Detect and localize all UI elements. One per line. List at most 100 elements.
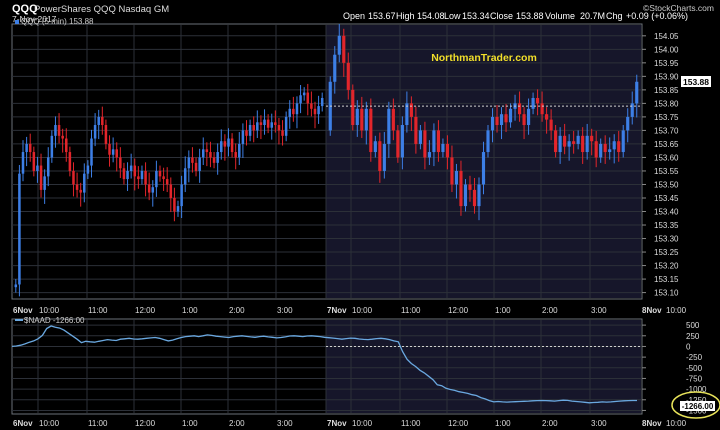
candle-body xyxy=(333,54,337,82)
candle-body xyxy=(205,149,209,153)
price-tick-label: 153.55 xyxy=(654,167,679,176)
candle-body xyxy=(252,125,255,131)
naad-last-value: -1266.00 xyxy=(682,402,714,411)
price-tick-label: 153.50 xyxy=(654,180,679,189)
candle-body xyxy=(57,125,61,136)
candle-body xyxy=(165,179,169,185)
candle-body xyxy=(133,165,137,177)
candle-body xyxy=(320,97,324,107)
time-tick-label: 8Nov xyxy=(642,306,662,315)
time-tick-label: 10:00 xyxy=(39,306,60,315)
chg-label: Chg xyxy=(606,11,623,21)
candle-body xyxy=(450,157,454,185)
northmantrader-watermark: NorthmanTrader.com xyxy=(431,52,537,64)
candle-body xyxy=(373,141,377,153)
price-tick-label: 153.45 xyxy=(654,194,679,203)
candle-body xyxy=(122,168,126,180)
time-tick-label: 10:00 xyxy=(666,306,687,315)
price-tick-label: 153.95 xyxy=(654,59,679,68)
candle-body xyxy=(36,165,39,171)
time-tick-label: 1:00 xyxy=(495,306,511,315)
candle-body xyxy=(28,143,32,153)
naad-time-tick-label: 1:00 xyxy=(495,419,511,428)
candle-body xyxy=(603,143,607,153)
candle-body xyxy=(93,125,97,139)
candle-body xyxy=(436,130,441,153)
candle-body xyxy=(313,108,317,115)
candle-body xyxy=(612,141,616,150)
price-tick-label: 153.70 xyxy=(654,126,679,135)
candle-body xyxy=(517,103,522,115)
candle-body xyxy=(508,108,513,123)
price-panel-legend: QQQ (5 min) 153.88 xyxy=(15,17,94,26)
candle-body xyxy=(608,149,612,153)
candle-body xyxy=(432,130,436,153)
candle-body xyxy=(32,152,36,171)
candle-body xyxy=(90,138,93,166)
price-tick-label: 153.25 xyxy=(654,248,679,257)
candle-body xyxy=(531,97,535,109)
candle-body xyxy=(617,141,621,153)
candle-body xyxy=(495,116,499,126)
candle-body xyxy=(198,157,201,171)
candle-body xyxy=(635,81,639,104)
candle-body xyxy=(230,138,234,153)
time-tick-label: 12:00 xyxy=(135,306,156,315)
time-tick-label: 6Nov xyxy=(13,306,33,315)
candle-body xyxy=(409,103,413,117)
naad-time-tick-label: 11:00 xyxy=(88,419,108,428)
candle-body xyxy=(472,189,477,207)
candle-body xyxy=(97,116,100,126)
time-tick-label: 11:00 xyxy=(88,306,108,315)
candle-body xyxy=(75,184,79,190)
candle-body xyxy=(342,35,346,63)
volume-label: Volume xyxy=(545,11,575,21)
candle-body xyxy=(223,141,227,147)
candle-body xyxy=(79,189,82,193)
candle-body xyxy=(173,197,176,212)
candle-body xyxy=(61,135,64,139)
highlight-circle xyxy=(671,391,720,419)
candle-body xyxy=(155,170,158,188)
naad-time-tick-label: 7Nov xyxy=(327,419,347,428)
last-price-value: 153.88 xyxy=(683,77,709,87)
candle-body xyxy=(414,116,418,144)
candle-body xyxy=(140,170,144,180)
candle-body xyxy=(101,116,104,126)
candle-body xyxy=(212,157,216,163)
time-tick-label: 2:00 xyxy=(542,306,558,315)
candle-body xyxy=(14,284,18,288)
price-tick-label: 153.60 xyxy=(654,153,679,162)
candle-body xyxy=(463,184,468,207)
candle-body xyxy=(151,187,155,193)
candle-body xyxy=(387,108,391,144)
price-panel: 153.10 153.15 153.20 153.25 153.30 153.35 153.… xyxy=(11,17,711,315)
candle-body xyxy=(378,141,382,171)
candle-body xyxy=(585,135,589,153)
open-label: Open xyxy=(343,11,365,21)
candle-body xyxy=(554,130,558,153)
time-axis: 6Nov 10:00 11:00 12:00 1:00 2:00 3:00 7Nov 10:00… xyxy=(13,306,687,315)
candle-body xyxy=(241,130,245,144)
naad-time-tick-label: 11:00 xyxy=(401,419,421,428)
time-tick-label: 12:00 xyxy=(448,306,469,315)
candle-body xyxy=(355,108,359,126)
candle-body xyxy=(396,130,400,158)
candle-body xyxy=(115,149,118,158)
candle-body xyxy=(382,143,386,171)
candle-body xyxy=(621,130,625,153)
candle-body xyxy=(209,152,212,158)
candle-body xyxy=(545,114,549,120)
company-name: PowerShares QQQ Nasdaq GM xyxy=(34,4,169,15)
time-tick-label: 1:00 xyxy=(182,306,198,315)
candle-body xyxy=(83,173,86,193)
candle-body xyxy=(180,184,183,207)
time-tick-label: 7Nov xyxy=(327,306,347,315)
naad-time-tick-label: 10:00 xyxy=(39,419,60,428)
symbol: QQQ xyxy=(12,3,38,15)
price-tick-label: 153.10 xyxy=(654,289,679,298)
price-axis: 153.10 153.15 153.20 153.25 153.30 153.35 153.… xyxy=(642,32,679,298)
price-tick-label: 153.15 xyxy=(654,275,679,284)
legend-swatch xyxy=(15,20,19,24)
price-tick-label: 153.75 xyxy=(654,113,679,122)
